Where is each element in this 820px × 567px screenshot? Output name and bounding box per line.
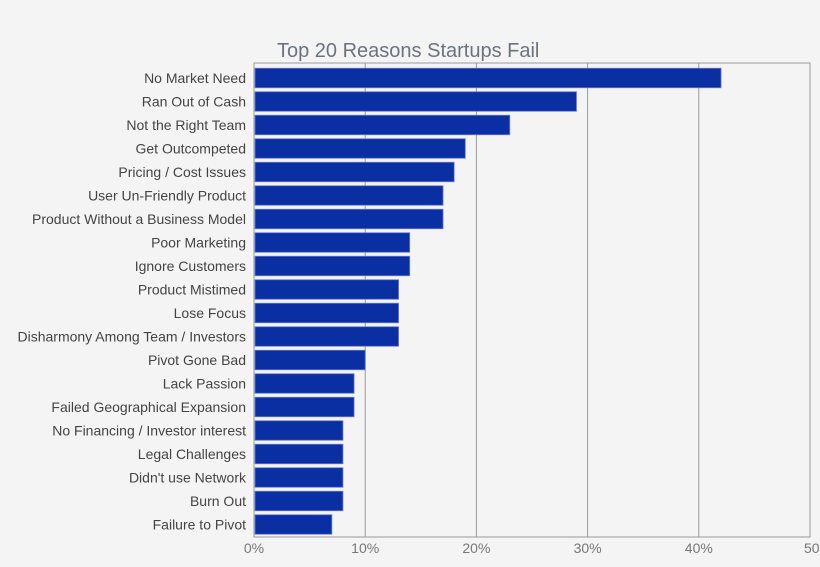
- bar: [254, 161, 455, 183]
- bars: [254, 67, 722, 535]
- bar: [254, 349, 366, 371]
- category-label: Not the Right Team: [126, 117, 246, 133]
- x-tick-label: 0%: [244, 540, 264, 556]
- category-label: Product Without a Business Model: [32, 211, 246, 227]
- x-axis-ticks: 0% 10% 20% 30% 40% 50: [244, 540, 820, 556]
- bar: [254, 67, 722, 89]
- bar: [254, 185, 444, 206]
- category-label: Didn't use Network: [129, 470, 247, 486]
- plot-frame: [253, 62, 811, 538]
- chart-title: Top 20 Reasons Startups Fail: [277, 40, 539, 62]
- category-label: Lack Passion: [163, 376, 246, 392]
- bar: [254, 208, 444, 230]
- category-label: Get Outcompeted: [135, 141, 246, 157]
- bar: [254, 114, 511, 136]
- x-tick-label: 50: [804, 540, 820, 556]
- bar: [254, 138, 466, 159]
- category-label: Ran Out of Cash: [142, 94, 246, 110]
- bar: [254, 420, 344, 441]
- category-label: Ignore Customers: [135, 258, 246, 274]
- category-label: Poor Marketing: [151, 235, 246, 251]
- category-label: No Financing / Investor interest: [52, 423, 246, 439]
- bar: [254, 232, 411, 253]
- category-label: Pivot Gone Bad: [148, 352, 246, 368]
- category-label: Disharmony Among Team / Investors: [17, 329, 246, 345]
- category-label: Lose Focus: [174, 305, 246, 321]
- category-label: User Un-Friendly Product: [88, 188, 246, 204]
- bar: [254, 255, 411, 277]
- category-label: Failed Geographical Expansion: [51, 399, 246, 415]
- category-label: Legal Challenges: [138, 446, 246, 462]
- category-label: Pricing / Cost Issues: [118, 164, 246, 180]
- category-labels: No Market Need Ran Out of Cash Not the Rig…: [17, 70, 247, 533]
- x-tick-label: 40%: [685, 540, 713, 556]
- category-label: Product Mistimed: [138, 282, 246, 298]
- category-label: No Market Need: [144, 70, 246, 86]
- bar: [254, 396, 355, 418]
- bar: [254, 467, 344, 488]
- bar: [254, 490, 344, 512]
- bar: [254, 514, 333, 535]
- bar: [254, 326, 399, 347]
- bar: [254, 279, 399, 300]
- bar: [254, 302, 399, 324]
- x-tick-label: 10%: [351, 540, 379, 556]
- bar: [254, 91, 577, 112]
- x-tick-label: 30%: [574, 540, 602, 556]
- category-label: Failure to Pivot: [153, 517, 246, 533]
- bar: [254, 443, 344, 465]
- category-label: Burn Out: [190, 493, 246, 509]
- x-tick-label: 20%: [462, 540, 490, 556]
- bar: [254, 373, 355, 394]
